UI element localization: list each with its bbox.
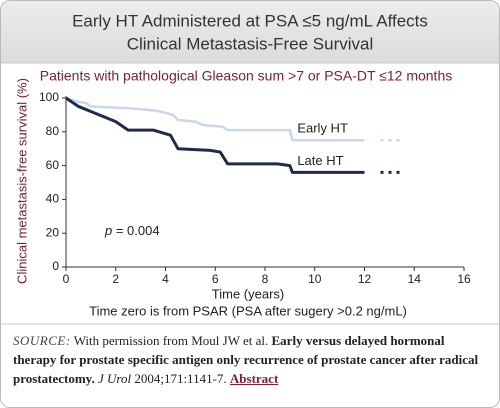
x-tick-label: 12 <box>358 272 372 286</box>
x-tick-label: 2 <box>112 272 119 286</box>
y-tick-label: 20 <box>46 225 60 239</box>
y-tick-label: 100 <box>39 90 59 104</box>
series-line <box>65 96 365 142</box>
y-axis-label: Clinical metastasis-free survival (%) <box>14 78 29 284</box>
x-axis-label: Time (years) <box>212 286 284 301</box>
x-tick-label: 0 <box>63 272 70 286</box>
x-tick-label: 8 <box>262 272 269 286</box>
source-label: SOURCE: <box>13 333 71 348</box>
journal: J Urol <box>97 371 132 386</box>
citation: 2004;171:1141-7. <box>134 371 227 386</box>
y-tick-label: 40 <box>46 192 60 206</box>
chart-note: Time zero is from PSAR (PSA after sugery… <box>89 303 407 318</box>
annotation-symbol: p <box>104 223 112 238</box>
chart-title: Early HT Administered at PSA ≤5 ng/mL Af… <box>72 11 428 30</box>
abstract-link[interactable]: Abstract <box>229 371 279 386</box>
series-line <box>65 96 365 174</box>
annotation-text: = 0.004 <box>112 223 159 238</box>
y-tick-label: 60 <box>46 158 60 172</box>
chart-title: Clinical Metastasis-Free Survival <box>127 34 374 53</box>
header-bg <box>1 1 499 63</box>
source: SOURCE: With permission from Moul JW et … <box>13 331 489 388</box>
x-tick-label: 6 <box>212 272 219 286</box>
series-label: Late HT <box>297 153 343 168</box>
y-tick-label: 0 <box>52 259 59 273</box>
annotation: p = 0.004 <box>104 223 160 238</box>
chart-subtitle: Patients with pathological Gleason sum >… <box>40 68 452 84</box>
x-tick-label: 16 <box>457 272 471 286</box>
source-text: With permission from Moul JW et al. <box>73 333 269 348</box>
x-tick-label: 4 <box>162 272 169 286</box>
y-tick-label: 80 <box>46 124 60 138</box>
article-title: Early versus delayed hormonal therapy fo… <box>13 333 479 386</box>
chart: Early HT Administered at PSA ≤5 ng/mL Af… <box>1 1 499 325</box>
x-tick-label: 10 <box>308 272 322 286</box>
x-tick-label: 14 <box>408 272 422 286</box>
series-label: Early HT <box>297 121 348 136</box>
